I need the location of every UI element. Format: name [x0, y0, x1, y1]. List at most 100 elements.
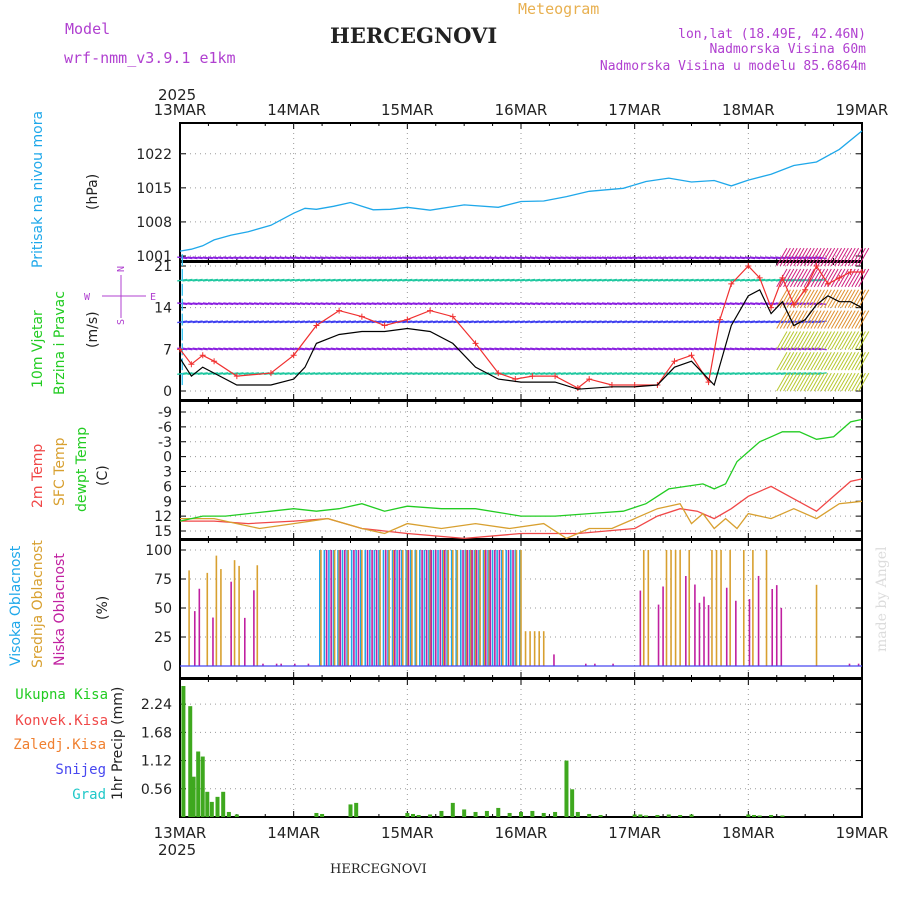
wind-barb: [724, 320, 735, 324]
wind-barb: [233, 302, 244, 306]
wind-hatch: [854, 352, 866, 371]
wind-barb: [632, 320, 643, 324]
wind-barb: [366, 278, 377, 282]
precip-bar: [564, 760, 569, 817]
wind-barb: [657, 302, 669, 306]
wind-barb: [617, 278, 628, 282]
temp-unit: (C): [95, 465, 111, 486]
wind-barb: [535, 347, 546, 351]
wind-gust-marker: [745, 263, 752, 269]
wind-barb: [540, 320, 551, 324]
wind-barb: [294, 320, 306, 324]
precip-bar: [655, 814, 660, 817]
wind-barb: [284, 320, 295, 324]
wind-barb: [627, 347, 638, 351]
wind-barb: [448, 347, 459, 351]
wind-hatch: [858, 247, 870, 267]
wind-barb: [253, 302, 265, 306]
wind-barb: [724, 278, 735, 282]
precip-bar: [553, 811, 558, 817]
wind-barb: [494, 320, 505, 324]
wind-barb: [305, 302, 316, 306]
wind-barb: [632, 278, 643, 282]
wind-barb: [453, 256, 464, 260]
wind-barb: [714, 256, 725, 260]
wind-barb: [709, 256, 720, 260]
year-bottom: 2025: [158, 841, 196, 859]
top-time-axis: 13MAR 14MAR 15MAR 16MAR 17MAR 18MAR 19MAR: [154, 101, 889, 119]
wind-barb: [192, 278, 203, 282]
wind-barb: [673, 320, 684, 324]
wind-hatch: [779, 331, 791, 350]
wind-barb: [356, 372, 367, 376]
wind-hatch: [800, 247, 812, 267]
wind-barb: [243, 256, 254, 260]
wind-barb: [412, 256, 423, 260]
wind-barb: [305, 372, 316, 376]
wind-barb: [596, 278, 607, 282]
compass-e: E: [150, 292, 156, 303]
wind-hatch: [786, 352, 798, 371]
wind-barb: [253, 256, 265, 260]
wind-barb: [765, 372, 776, 376]
wind-hatch: [851, 310, 863, 329]
wind-hatch: [824, 289, 836, 308]
wind-barb: [248, 347, 259, 351]
wind-barb: [545, 256, 556, 260]
wind-hatch: [800, 289, 812, 308]
wind-hatch: [837, 352, 849, 371]
wind-barb: [540, 256, 551, 260]
wind-barb: [438, 278, 449, 282]
precip-bar: [200, 756, 205, 817]
wind-barb: [376, 372, 387, 376]
wind-barb: [576, 278, 587, 282]
precip-bar: [519, 811, 523, 817]
wind-barb: [330, 372, 341, 376]
wind-barb: [202, 320, 213, 324]
wind-barb: [704, 302, 715, 306]
wind-hatch: [824, 372, 836, 392]
wind-barb: [289, 320, 300, 324]
wind-barb: [289, 372, 300, 376]
wind-barb: [264, 320, 275, 324]
wind-barb: [468, 372, 479, 376]
wind-barb: [345, 302, 357, 306]
wind-barb: [207, 347, 219, 351]
wind-barb: [187, 302, 198, 306]
wind-barb: [540, 302, 551, 306]
wind-hatch: [810, 247, 822, 267]
wind-hatch: [837, 331, 849, 350]
wind-barb: [811, 278, 822, 282]
wind-barb: [586, 347, 597, 351]
wind-barb: [540, 347, 551, 351]
wind-gust-marker: [552, 373, 559, 380]
wind-barb: [709, 302, 720, 306]
footer-station: HERCEGNOVI: [330, 862, 427, 877]
wind-barb: [688, 320, 699, 324]
wind-hatch: [858, 331, 870, 350]
wind-barb: [591, 302, 602, 306]
wind-barb: [427, 278, 439, 282]
cloud-unit: (%): [95, 596, 111, 620]
wind-barb: [407, 256, 418, 260]
top-date-label: 16MAR: [495, 101, 548, 119]
temp-tick-label: -3: [158, 435, 172, 451]
wind-barb: [545, 372, 556, 376]
wind-hatch: [776, 372, 788, 392]
wind-barb: [693, 320, 704, 324]
wind-gust-marker: [688, 352, 695, 359]
wind-barb: [627, 256, 638, 260]
wind-barb: [555, 347, 566, 351]
wind-barb: [509, 372, 520, 376]
wind-barb: [704, 256, 715, 260]
wind-barb: [535, 320, 546, 324]
wind-barb: [683, 302, 694, 306]
wind-hatch: [858, 289, 870, 308]
wind-barb: [499, 302, 510, 306]
wind-tick-label: 21: [154, 259, 172, 275]
wind-barb: [668, 372, 679, 376]
wind-barb: [499, 256, 510, 260]
wind-barb: [714, 302, 725, 306]
wind-barb: [233, 372, 244, 376]
